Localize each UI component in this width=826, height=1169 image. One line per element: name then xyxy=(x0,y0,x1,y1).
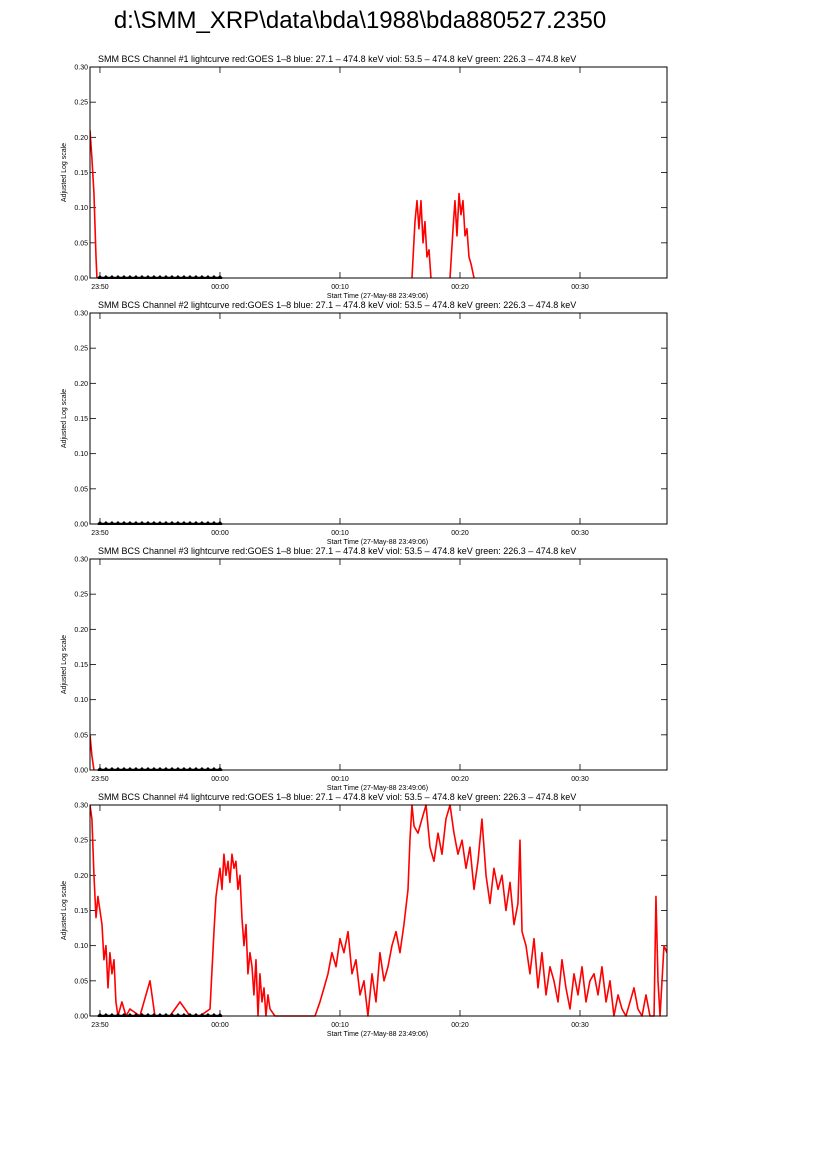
y-axis-label: Adjusted Log scale xyxy=(61,389,68,448)
x-tick-label: 00:20 xyxy=(451,530,469,537)
chart-title: SMM BCS Channel #3 lightcurve red:GOES 1… xyxy=(98,546,576,556)
y-tick-label: 0.25 xyxy=(74,100,88,107)
series-line xyxy=(90,804,667,1017)
x-tick-label: 00:10 xyxy=(331,1022,349,1029)
plot-frame xyxy=(89,312,668,525)
x-axis-label: Start Time (27-May-88 23:49:06) xyxy=(327,539,428,546)
y-tick-label: 0.15 xyxy=(74,170,88,177)
x-axis-label: Start Time (27-May-88 23:49:06) xyxy=(327,785,428,792)
chart-title: SMM BCS Channel #1 lightcurve red:GOES 1… xyxy=(98,54,576,64)
y-axis-label: Adjusted Log scale xyxy=(61,881,68,940)
y-tick-label: 0.05 xyxy=(74,486,88,493)
y-tick-label: 0.00 xyxy=(74,522,88,529)
y-tick-label: 0.00 xyxy=(74,1014,88,1021)
x-tick-label: 00:00 xyxy=(211,1022,229,1029)
x-tick-label: 00:10 xyxy=(331,284,349,291)
y-tick-label: 0.10 xyxy=(74,943,88,950)
y-axis-label: Adjusted Log scale xyxy=(61,635,68,694)
y-tick-label: 0.15 xyxy=(74,662,88,669)
y-tick-label: 0.10 xyxy=(74,451,88,458)
y-axis-label: Adjusted Log scale xyxy=(61,143,68,202)
x-tick-label: 00:20 xyxy=(451,284,469,291)
y-tick-label: 0.00 xyxy=(74,768,88,775)
chart-title: SMM BCS Channel #4 lightcurve red:GOES 1… xyxy=(98,792,576,802)
x-tick-label: 00:10 xyxy=(331,776,349,783)
x-tick-label: 00:00 xyxy=(211,776,229,783)
y-tick-label: 0.10 xyxy=(74,205,88,212)
x-tick-label: 00:00 xyxy=(211,284,229,291)
y-tick-label: 0.25 xyxy=(74,346,88,353)
y-tick-label: 0.05 xyxy=(74,978,88,985)
y-tick-label: 0.05 xyxy=(74,732,88,739)
y-tick-label: 0.30 xyxy=(74,311,88,318)
y-tick-label: 0.05 xyxy=(74,240,88,247)
y-tick-label: 0.30 xyxy=(74,803,88,810)
x-tick-label: 00:30 xyxy=(571,1022,589,1029)
x-tick-label: 00:20 xyxy=(451,776,469,783)
x-tick-label: 00:00 xyxy=(211,530,229,537)
x-tick-label: 23:50 xyxy=(91,1022,109,1029)
x-tick-label: 00:30 xyxy=(571,776,589,783)
y-tick-label: 0.20 xyxy=(74,381,88,388)
y-tick-label: 0.15 xyxy=(74,908,88,915)
x-tick-label: 23:50 xyxy=(91,776,109,783)
y-tick-label: 0.25 xyxy=(74,592,88,599)
x-axis-label: Start Time (27-May-88 23:49:06) xyxy=(327,293,428,300)
plot-frame xyxy=(89,558,668,771)
x-tick-label: 23:50 xyxy=(91,530,109,537)
y-tick-label: 0.25 xyxy=(74,838,88,845)
x-tick-label: 00:30 xyxy=(571,284,589,291)
series-line xyxy=(90,734,95,771)
y-tick-label: 0.15 xyxy=(74,416,88,423)
x-tick-label: 00:30 xyxy=(571,530,589,537)
plot-frame xyxy=(89,804,668,1017)
y-tick-label: 0.00 xyxy=(74,276,88,283)
x-tick-label: 23:50 xyxy=(91,284,109,291)
x-axis-label: Start Time (27-May-88 23:49:06) xyxy=(327,1031,428,1038)
x-tick-label: 00:20 xyxy=(451,1022,469,1029)
y-tick-label: 0.20 xyxy=(74,627,88,634)
page-title: d:\SMM_XRP\data\bda\1988\bda880527.2350 xyxy=(114,7,606,34)
series-line xyxy=(90,130,475,279)
y-tick-label: 0.30 xyxy=(74,557,88,564)
plot-frame xyxy=(89,66,668,279)
y-tick-label: 0.30 xyxy=(74,65,88,72)
y-tick-label: 0.10 xyxy=(74,697,88,704)
y-tick-label: 0.20 xyxy=(74,135,88,142)
x-tick-label: 00:10 xyxy=(331,530,349,537)
y-tick-label: 0.20 xyxy=(74,873,88,880)
chart-title: SMM BCS Channel #2 lightcurve red:GOES 1… xyxy=(98,300,576,310)
